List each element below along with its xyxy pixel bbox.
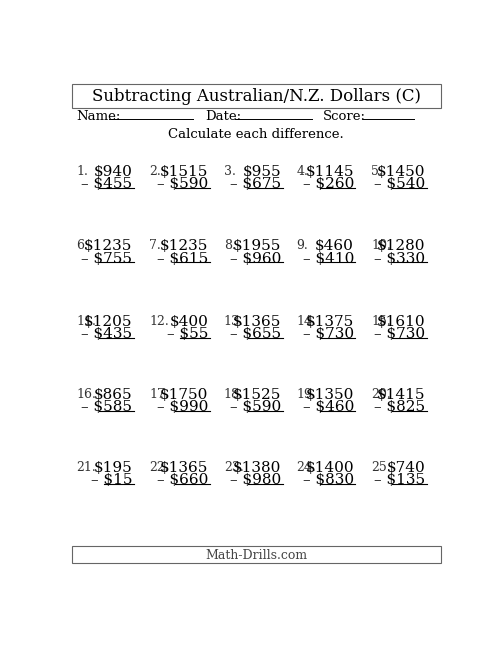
Text: $1235: $1235 xyxy=(160,239,208,254)
Text: – $755: – $755 xyxy=(81,252,132,266)
Text: $1205: $1205 xyxy=(84,315,132,329)
Text: $1145: $1145 xyxy=(306,164,354,179)
Text: $1350: $1350 xyxy=(306,388,354,402)
Text: 7.: 7. xyxy=(150,239,161,252)
Text: $1450: $1450 xyxy=(376,164,425,179)
Text: 14.: 14. xyxy=(296,315,316,328)
Text: 13.: 13. xyxy=(224,315,244,328)
Text: – $15: – $15 xyxy=(91,474,132,487)
Text: $1380: $1380 xyxy=(232,461,281,475)
Text: – $660: – $660 xyxy=(157,474,208,487)
Text: – $615: – $615 xyxy=(157,252,208,266)
Text: Name:: Name: xyxy=(76,109,121,123)
Text: – $135: – $135 xyxy=(374,474,425,487)
Text: 11.: 11. xyxy=(76,315,96,328)
Text: 3.: 3. xyxy=(224,164,235,178)
Text: 20.: 20. xyxy=(371,388,390,401)
Text: 15.: 15. xyxy=(371,315,390,328)
Text: Calculate each difference.: Calculate each difference. xyxy=(168,128,344,141)
Text: – $960: – $960 xyxy=(230,252,281,266)
Text: $195: $195 xyxy=(94,461,132,475)
Text: $940: $940 xyxy=(94,164,132,179)
Text: 16.: 16. xyxy=(76,388,96,401)
Text: 1.: 1. xyxy=(76,164,88,178)
Text: 8.: 8. xyxy=(224,239,235,252)
Text: 22.: 22. xyxy=(150,461,169,474)
Text: 17.: 17. xyxy=(150,388,169,401)
Bar xyxy=(72,84,440,109)
Text: $955: $955 xyxy=(242,164,281,179)
Text: – $675: – $675 xyxy=(230,177,281,191)
Text: $1610: $1610 xyxy=(376,315,425,329)
Text: – $455: – $455 xyxy=(81,177,132,191)
Text: $1365: $1365 xyxy=(232,315,281,329)
Text: – $830: – $830 xyxy=(303,474,354,487)
Text: $1365: $1365 xyxy=(160,461,208,475)
Text: $1415: $1415 xyxy=(376,388,425,402)
Text: $865: $865 xyxy=(94,388,132,402)
Text: – $825: – $825 xyxy=(374,400,425,414)
Text: – $330: – $330 xyxy=(374,252,425,266)
Text: 10.: 10. xyxy=(371,239,391,252)
Text: $1515: $1515 xyxy=(160,164,208,179)
Text: 18.: 18. xyxy=(224,388,244,401)
Text: 5.: 5. xyxy=(371,164,382,178)
Text: Math-Drills.com: Math-Drills.com xyxy=(205,549,308,562)
Text: $740: $740 xyxy=(386,461,425,475)
Text: – $730: – $730 xyxy=(303,327,354,341)
Bar xyxy=(72,546,440,563)
Text: $1375: $1375 xyxy=(306,315,354,329)
Text: 24.: 24. xyxy=(296,461,316,474)
Text: Score:: Score: xyxy=(323,109,366,123)
Text: $400: $400 xyxy=(170,315,208,329)
Text: – $435: – $435 xyxy=(81,327,132,341)
Text: $1750: $1750 xyxy=(160,388,208,402)
Text: $1235: $1235 xyxy=(84,239,132,254)
Text: – $590: – $590 xyxy=(230,400,281,414)
Text: 4.: 4. xyxy=(296,164,308,178)
Text: $1955: $1955 xyxy=(232,239,281,254)
Text: – $410: – $410 xyxy=(302,252,354,266)
Text: $1525: $1525 xyxy=(232,388,281,402)
Text: – $55: – $55 xyxy=(167,327,208,341)
Text: 23.: 23. xyxy=(224,461,244,474)
Text: – $590: – $590 xyxy=(157,177,208,191)
Text: – $980: – $980 xyxy=(230,474,281,487)
Text: Date:: Date: xyxy=(205,109,241,123)
Text: – $460: – $460 xyxy=(302,400,354,414)
Text: $1280: $1280 xyxy=(376,239,425,254)
Text: Subtracting Australian/N.Z. Dollars (C): Subtracting Australian/N.Z. Dollars (C) xyxy=(92,89,421,105)
Text: 2.: 2. xyxy=(150,164,161,178)
Text: 12.: 12. xyxy=(150,315,169,328)
Text: $460: $460 xyxy=(315,239,354,254)
Text: – $585: – $585 xyxy=(81,400,132,414)
Text: 6.: 6. xyxy=(76,239,88,252)
Text: 21.: 21. xyxy=(76,461,96,474)
Text: 19.: 19. xyxy=(296,388,316,401)
Text: – $260: – $260 xyxy=(302,177,354,191)
Text: 25.: 25. xyxy=(371,461,390,474)
Text: – $730: – $730 xyxy=(374,327,425,341)
Text: 9.: 9. xyxy=(296,239,308,252)
Text: – $540: – $540 xyxy=(374,177,425,191)
Text: – $990: – $990 xyxy=(157,400,208,414)
Text: – $655: – $655 xyxy=(230,327,281,341)
Text: $1400: $1400 xyxy=(306,461,354,475)
